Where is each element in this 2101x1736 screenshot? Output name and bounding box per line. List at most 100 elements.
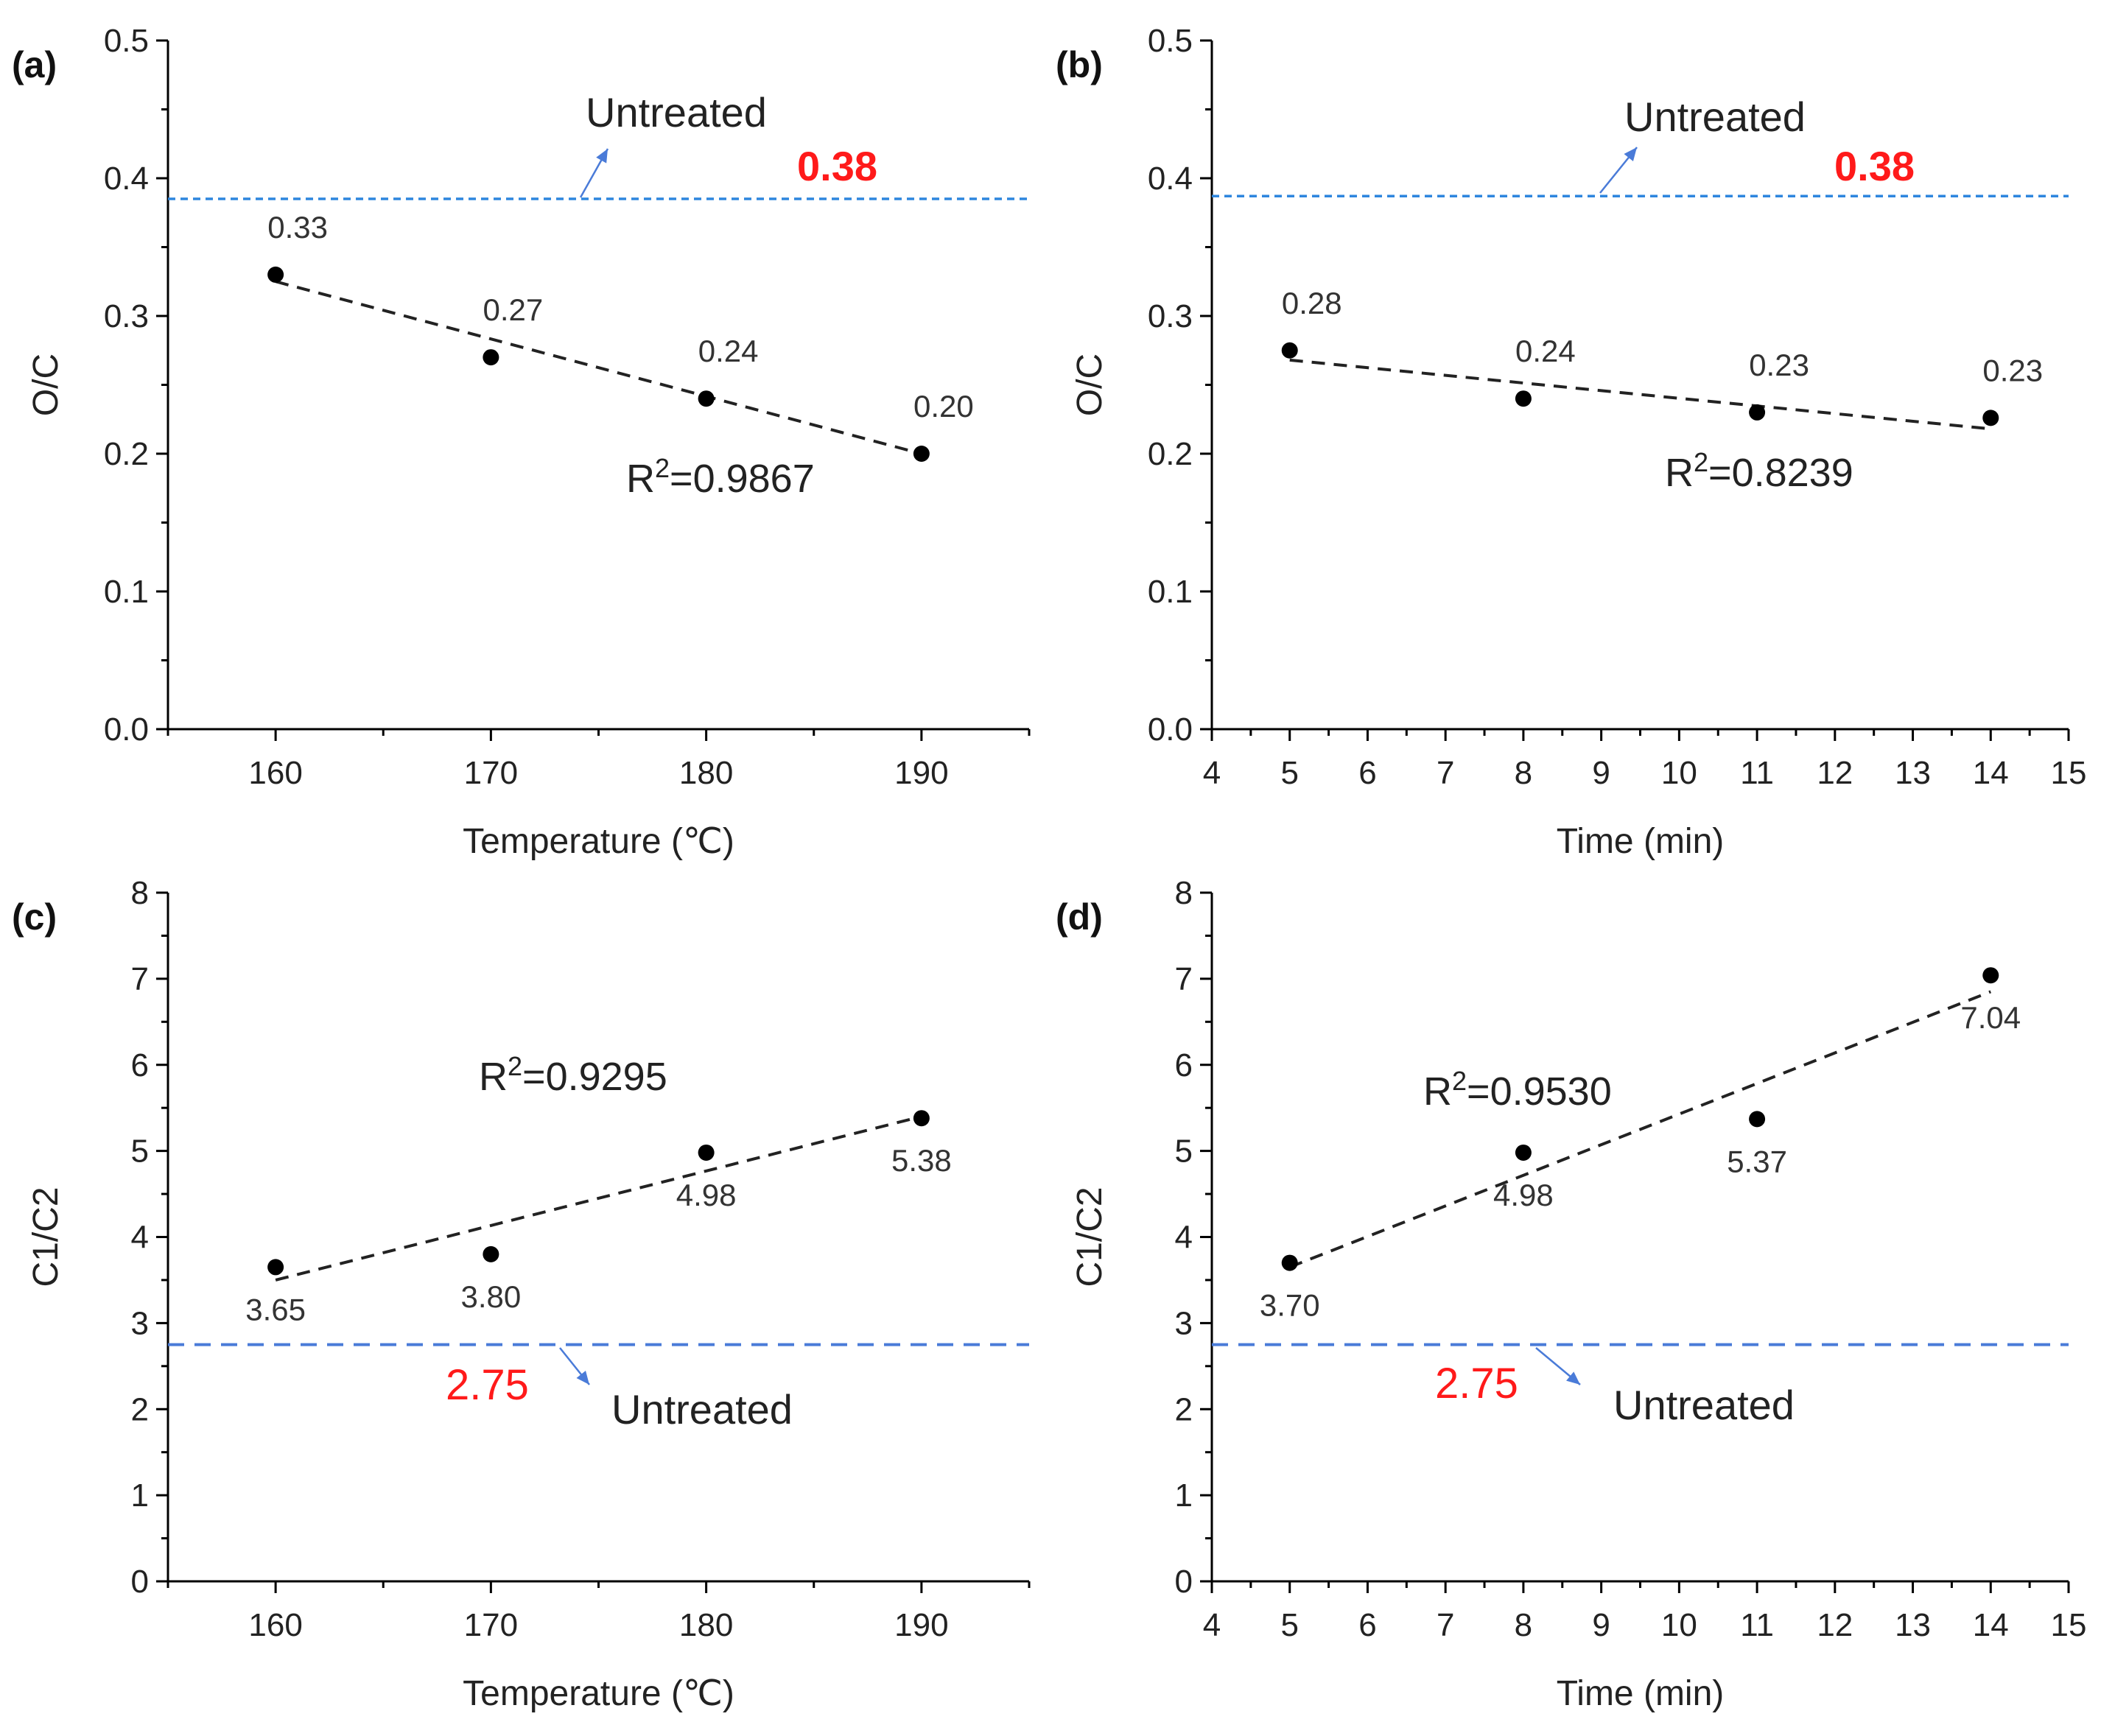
- x-tick-label: 15: [2051, 755, 2087, 791]
- untreated-arrow-head: [1566, 1371, 1580, 1385]
- untreated-value-label: 2.75: [1435, 1360, 1518, 1408]
- y-tick-label: 1: [131, 1477, 149, 1514]
- untreated-label: Untreated: [586, 89, 767, 136]
- data-point-label: 0.23: [1749, 348, 1809, 382]
- x-axis-title: Time (min): [1557, 1674, 1725, 1713]
- y-axis-title: O/C: [1070, 354, 1109, 416]
- data-point-label: 0.33: [267, 210, 328, 245]
- y-tick-label: 1: [1175, 1477, 1193, 1514]
- panel-c: 0 1 2 3 4 5 6 7 8 160 170 180 190 Temperature (℃) C1/C…: [12, 875, 1031, 1713]
- y-tick-label: 0.5: [1148, 23, 1193, 59]
- untreated-value-label: 2.75: [446, 1361, 529, 1409]
- y-tick-label: 3: [1175, 1305, 1193, 1341]
- y-tick-label: 0.1: [104, 574, 149, 610]
- data-point-label: 0.23: [1982, 353, 2043, 387]
- x-tick-label: 9: [1592, 755, 1610, 791]
- x-tick-label: 10: [1661, 755, 1697, 791]
- y-tick-label: 0.1: [1148, 574, 1193, 610]
- x-tick-label: 180: [679, 1607, 733, 1643]
- data-point: [267, 266, 284, 283]
- x-tick-label: 5: [1280, 755, 1298, 791]
- linear-fit-line: [275, 280, 922, 455]
- y-tick-label: 0.3: [1148, 298, 1193, 334]
- x-tick-label: 7: [1437, 755, 1454, 791]
- y-tick-label: 6: [131, 1047, 149, 1083]
- data-point: [1982, 967, 1999, 984]
- data-point-label: 0.24: [698, 334, 759, 368]
- data-point: [913, 1110, 930, 1127]
- x-tick-label: 12: [1817, 755, 1853, 791]
- y-tick-label: 0.3: [104, 298, 149, 334]
- data-point-label: 3.65: [245, 1292, 306, 1326]
- x-tick-label: 6: [1358, 755, 1376, 791]
- x-tick-label: 4: [1203, 1607, 1221, 1643]
- data-point-label: 4.98: [676, 1178, 737, 1212]
- x-tick-label: 4: [1203, 755, 1221, 791]
- linear-fit-line: [1288, 990, 1992, 1269]
- x-tick-label: 13: [1895, 755, 1931, 791]
- panel-b: 0.0 0.1 0.2 0.3 0.4 0.5 4 5 6 7 8 9 10 11 12 13 14 15 Time…: [1056, 23, 2086, 861]
- y-tick-label: 0: [131, 1564, 149, 1600]
- data-point: [698, 1144, 715, 1161]
- y-tick-label: 8: [131, 875, 149, 911]
- x-tick-label: 11: [1740, 755, 1774, 791]
- y-tick-label: 4: [1175, 1220, 1193, 1256]
- data-point: [1281, 1254, 1298, 1271]
- y-axis-title: C1/C2: [1070, 1187, 1109, 1287]
- data-point: [1515, 1144, 1532, 1161]
- data-point: [698, 390, 715, 407]
- y-tick-label: 4: [131, 1220, 149, 1256]
- data-point: [1982, 410, 1999, 426]
- x-tick-label: 13: [1895, 1607, 1931, 1643]
- x-tick-label: 14: [1973, 1607, 2009, 1643]
- x-tick-label: 190: [894, 1607, 948, 1643]
- x-tick-label: 15: [2051, 1607, 2087, 1643]
- y-tick-label: 2: [131, 1391, 149, 1427]
- x-tick-label: 14: [1973, 755, 2009, 791]
- x-tick-label: 12: [1817, 1607, 1853, 1643]
- data-point-label: 3.80: [461, 1279, 522, 1314]
- x-tick-label: 180: [679, 755, 733, 791]
- y-axis-title: C1/C2: [27, 1187, 66, 1287]
- x-tick-label: 7: [1437, 1607, 1454, 1643]
- untreated-arrow-head: [1624, 147, 1637, 162]
- y-tick-label: 5: [1175, 1134, 1193, 1170]
- y-tick-label: 2: [1175, 1391, 1193, 1427]
- y-tick-label: 5: [131, 1134, 149, 1170]
- y-tick-label: 0: [1175, 1564, 1193, 1600]
- data-point: [483, 1245, 499, 1262]
- x-axis-title: Temperature (℃): [463, 1674, 734, 1713]
- data-point: [483, 349, 499, 366]
- data-point-label: 0.28: [1282, 286, 1342, 320]
- y-tick-label: 0.5: [104, 23, 149, 59]
- y-tick-label: 0.2: [104, 436, 149, 472]
- panel-label: (c): [12, 896, 57, 938]
- y-tick-label: 0.0: [1148, 711, 1193, 748]
- data-point-label: 4.98: [1493, 1178, 1554, 1212]
- panel-a: 0.0 0.1 0.2 0.3 0.4 0.5 160 170 180 190 Temperatur…: [12, 23, 1031, 861]
- data-point-label: 7.04: [1960, 1000, 2021, 1035]
- untreated-value-label: 0.38: [1834, 143, 1915, 189]
- data-point-label: 5.38: [891, 1143, 952, 1178]
- x-tick-label: 170: [464, 1607, 518, 1643]
- y-tick-label: 6: [1175, 1047, 1193, 1083]
- y-axis-title: O/C: [27, 354, 66, 416]
- y-tick-label: 7: [131, 961, 149, 997]
- x-tick-label: 11: [1740, 1607, 1774, 1643]
- untreated-value-label: 0.38: [797, 143, 877, 189]
- untreated-label: Untreated: [1624, 94, 1806, 140]
- y-tick-label: 0.4: [1148, 161, 1193, 197]
- x-tick-label: 190: [894, 755, 948, 791]
- linear-fit-line: [275, 1114, 922, 1282]
- data-point: [267, 1259, 284, 1276]
- y-tick-label: 0.2: [1148, 436, 1193, 472]
- data-point: [1749, 404, 1766, 421]
- data-point-label: 0.27: [483, 292, 544, 327]
- x-tick-label: 160: [248, 755, 302, 791]
- data-point-label: 3.70: [1260, 1288, 1320, 1323]
- x-tick-label: 10: [1661, 1607, 1697, 1643]
- y-tick-label: 8: [1175, 875, 1193, 911]
- untreated-arrow-head: [576, 1370, 589, 1385]
- data-point-label: 5.37: [1727, 1144, 1787, 1178]
